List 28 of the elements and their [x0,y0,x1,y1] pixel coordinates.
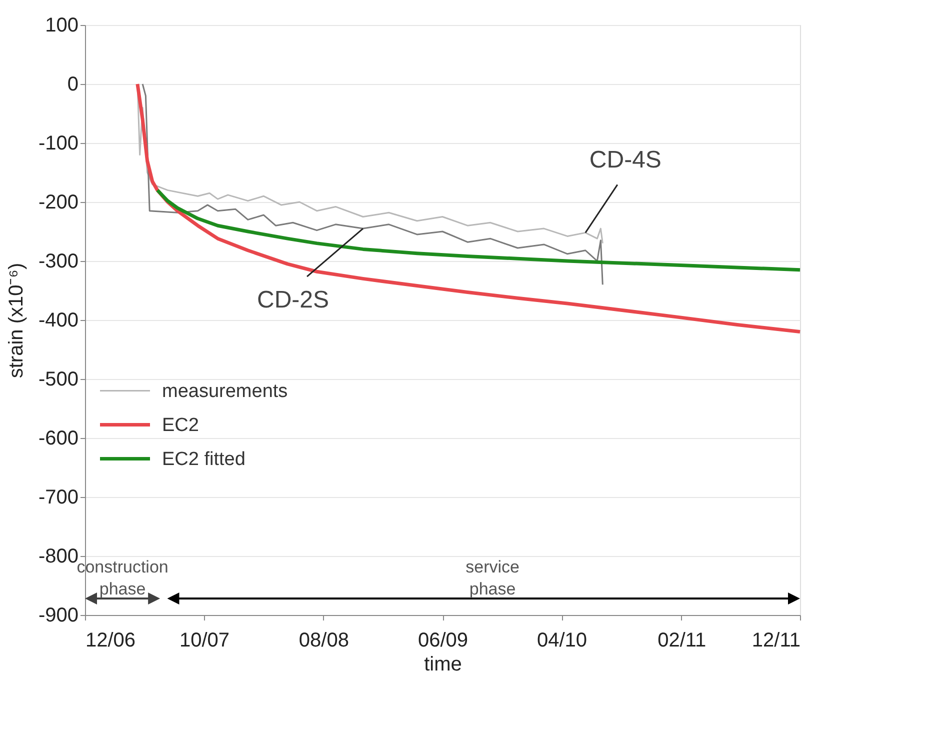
x-tick-label: 12/06 [86,630,136,652]
line-series [136,82,802,334]
y-tick-label: -800 [38,546,78,568]
x-axis-title: time [424,654,462,676]
y-tick-label: -400 [38,310,78,332]
y-tick-label: -200 [38,192,78,214]
annotation: service phase [466,558,520,599]
x-tick-label: 06/09 [418,630,468,652]
x-tick-label: 12/11 [752,630,800,652]
y-tick-label: -100 [38,132,78,154]
annotation: CD-2S [257,286,330,314]
annotation: CD-4S [589,146,662,174]
x-tick-label: 04/10 [537,630,588,652]
y-tick-label: -600 [38,428,78,450]
x-tick-label: 08/08 [298,630,349,652]
legend-label: measurements [162,380,288,402]
x-tick-label: 10/07 [180,630,230,652]
y-tick-label: -500 [38,368,78,390]
line-series [156,188,802,272]
y-tick-label: 0 [67,74,78,96]
x-tick-label: 02/11 [658,630,706,652]
y-tick-label: -900 [38,604,78,626]
legend-label: EC2 fitted [162,448,246,470]
y-axis-title: strain (x10⁻⁶) [5,262,28,378]
legend-label: EC2 [162,414,199,436]
y-tick-label: -300 [38,250,78,272]
y-tick-label: 100 [45,14,78,36]
y-tick-label: -700 [38,486,78,508]
